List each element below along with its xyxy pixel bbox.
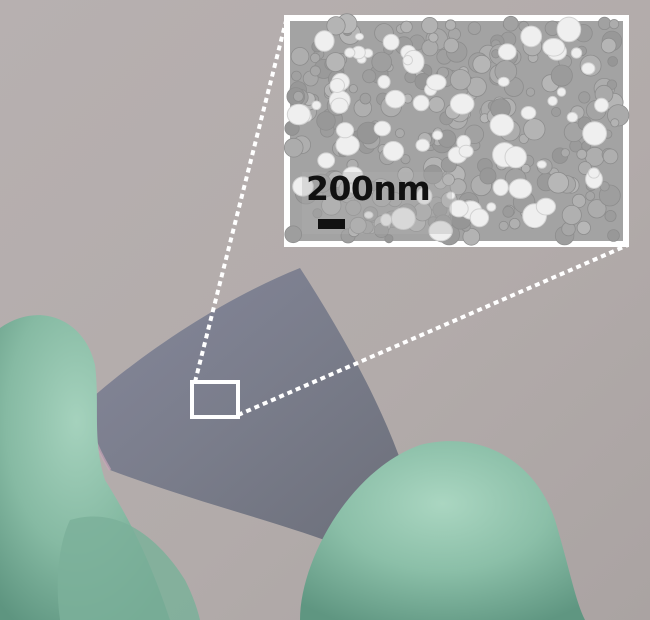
sem-grains bbox=[283, 13, 630, 246]
film-sheet bbox=[86, 268, 404, 542]
callout-line-right bbox=[237, 243, 629, 417]
right-glove bbox=[300, 441, 585, 620]
scale-label: 200nm bbox=[306, 169, 431, 208]
scale-bar bbox=[318, 219, 345, 229]
callout-box bbox=[190, 380, 240, 419]
left-glove-lower bbox=[57, 516, 200, 620]
